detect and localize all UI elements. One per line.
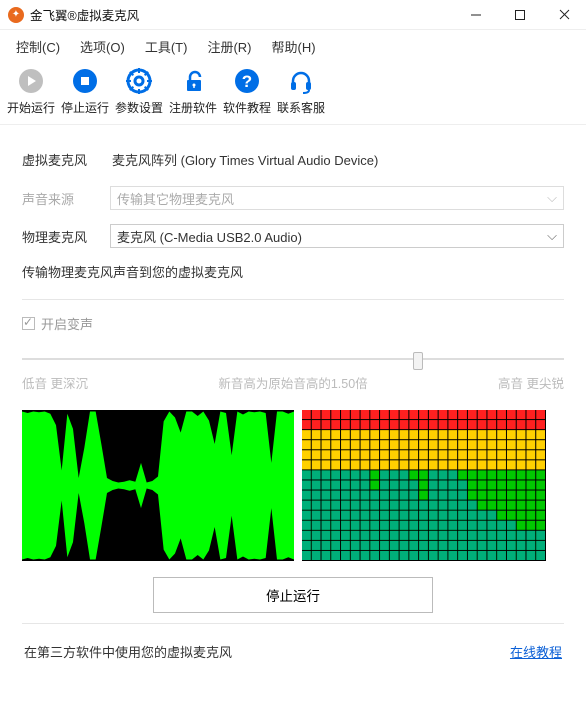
menu-bar: 控制(C)选项(O)工具(T)注册(R)帮助(H) <box>0 30 586 61</box>
svg-text:?: ? <box>242 72 252 91</box>
gear-icon <box>125 67 153 95</box>
pitch-slider[interactable] <box>22 349 564 369</box>
tutorial-button[interactable]: ? 软件教程 <box>220 65 274 118</box>
pitch-checkbox-label: 开启变声 <box>41 314 93 333</box>
stop-icon <box>71 67 99 95</box>
spectrum-display <box>302 410 546 561</box>
tutorial-label: 软件教程 <box>223 99 271 116</box>
slider-left-label: 低音 更深沉 <box>22 373 88 392</box>
lock-open-icon <box>179 67 207 95</box>
register-button[interactable]: 注册软件 <box>166 65 220 118</box>
helper-text: 传输物理麦克风声音到您的虚拟麦克风 <box>22 262 564 281</box>
physical-mic-value: 麦克风 (C-Media USB2.0 Audio) <box>117 227 302 246</box>
stop-button[interactable]: 停止运行 <box>58 65 112 118</box>
help-icon: ? <box>233 67 261 95</box>
support-label: 联系客服 <box>277 99 325 116</box>
menu-工具(T)[interactable]: 工具(T) <box>135 34 198 59</box>
audio-source-value: 传输其它物理麦克风 <box>117 189 234 208</box>
titlebar: ✦ 金飞翼®虚拟麦克风 <box>0 0 586 30</box>
physical-mic-select[interactable]: 麦克风 (C-Media USB2.0 Audio) ⌵ <box>110 224 564 248</box>
menu-注册(R)[interactable]: 注册(R) <box>197 34 261 59</box>
support-button[interactable]: 联系客服 <box>274 65 328 118</box>
toolbar: 开始运行停止运行参数设置注册软件? 软件教程联系客服 <box>0 61 586 125</box>
stop-run-button[interactable]: 停止运行 <box>153 577 433 613</box>
menu-帮助(H)[interactable]: 帮助(H) <box>261 34 325 59</box>
audio-source-label: 声音来源 <box>22 189 110 208</box>
waveform-display <box>22 410 294 561</box>
menu-控制(C)[interactable]: 控制(C) <box>6 34 70 59</box>
minimize-button[interactable] <box>454 0 498 29</box>
stop-label: 停止运行 <box>61 99 109 116</box>
app-logo-icon: ✦ <box>8 7 24 23</box>
online-tutorial-link[interactable]: 在线教程 <box>510 642 562 661</box>
headset-icon <box>287 67 315 95</box>
window-title: 金飞翼®虚拟麦克风 <box>30 5 454 24</box>
virtual-mic-label: 虚拟麦克风 <box>22 150 110 169</box>
pitch-checkbox[interactable] <box>22 317 35 330</box>
slider-thumb[interactable] <box>413 352 423 370</box>
virtual-mic-value: 麦克风阵列 (Glory Times Virtual Audio Device) <box>110 147 564 172</box>
slider-right-label: 高音 更尖锐 <box>498 373 564 392</box>
audio-source-select[interactable]: 传输其它物理麦克风 ⌵ <box>110 186 564 210</box>
settings-button[interactable]: 参数设置 <box>112 65 166 118</box>
physical-mic-label: 物理麦克风 <box>22 227 110 246</box>
settings-label: 参数设置 <box>115 99 163 116</box>
register-label: 注册软件 <box>169 99 217 116</box>
menu-选项(O)[interactable]: 选项(O) <box>70 34 135 59</box>
close-button[interactable] <box>542 0 586 29</box>
slider-track <box>22 358 564 360</box>
maximize-button[interactable] <box>498 0 542 29</box>
separator <box>22 299 564 300</box>
start-button[interactable]: 开始运行 <box>4 65 58 118</box>
footer-text: 在第三方软件中使用您的虚拟麦克风 <box>24 642 232 661</box>
pitch-checkbox-row: 开启变声 <box>22 314 564 333</box>
play-icon <box>17 67 45 95</box>
slider-mid-label: 新音高为原始音高的1.50倍 <box>218 373 367 392</box>
chevron-down-icon: ⌵ <box>547 190 557 206</box>
chevron-down-icon: ⌵ <box>547 228 557 244</box>
start-label: 开始运行 <box>7 99 55 116</box>
